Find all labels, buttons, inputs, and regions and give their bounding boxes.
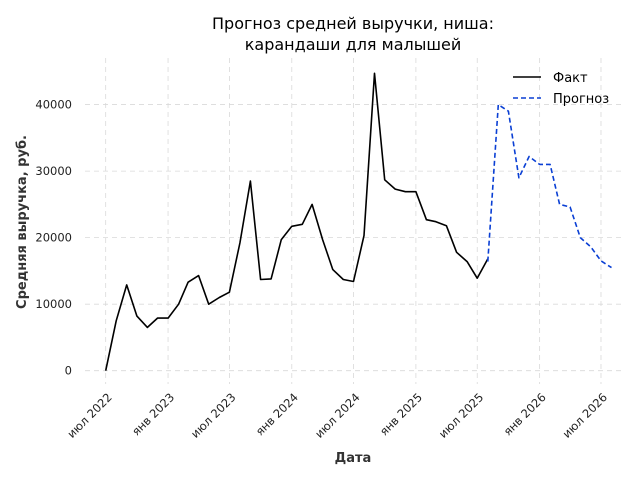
x-tick-label: июл 2024 (312, 390, 363, 441)
legend-label-fact: Факт (553, 71, 588, 86)
x-tick-label: июл 2022 (64, 390, 115, 441)
x-tick-label: июл 2023 (188, 390, 239, 441)
x-tick-label: июл 2025 (436, 390, 487, 441)
x-tick-label: янв 2024 (253, 390, 301, 438)
x-tick-label: янв 2023 (129, 390, 177, 438)
legend: Факт Прогноз (513, 71, 609, 107)
series-line-forecast (487, 103, 612, 269)
y-axis-ticks: 0 10000 20000 30000 40000 (35, 98, 72, 378)
y-tick-label: 0 (65, 364, 72, 378)
y-axis-label: Средняя выручка, руб. (15, 135, 30, 309)
grid (85, 58, 622, 384)
chart-title-line-2: карандаши для малышей (245, 35, 462, 54)
legend-label-forecast: Прогноз (553, 92, 609, 107)
x-tick-label: июл 2026 (560, 390, 611, 441)
y-tick-label: 40000 (35, 98, 72, 112)
series-line-fact (104, 72, 489, 371)
x-tick-label: янв 2026 (501, 390, 549, 438)
y-tick-label: 10000 (35, 297, 72, 311)
x-axis-ticks: июл 2022 янв 2023 июл 2023 янв 2024 июл 2024… (64, 390, 610, 441)
series-layer (104, 72, 612, 371)
x-tick-label: янв 2025 (377, 390, 425, 438)
x-axis-label: Дата (335, 451, 372, 466)
chart-title-line-1: Прогноз средней выручки, ниша: (212, 14, 494, 33)
y-tick-label: 20000 (35, 231, 72, 245)
y-tick-label: 30000 (35, 164, 72, 178)
